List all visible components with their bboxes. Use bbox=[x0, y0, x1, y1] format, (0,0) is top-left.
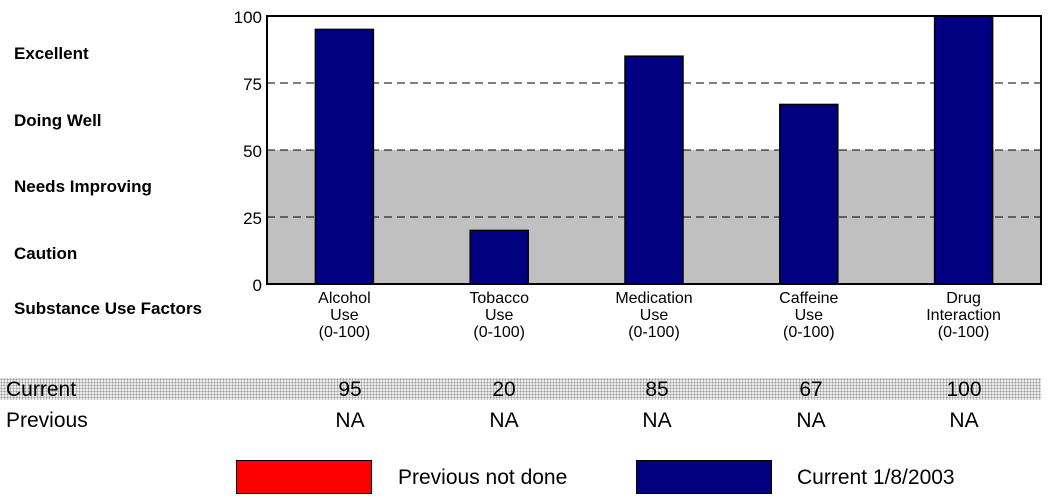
bar bbox=[933, 15, 994, 285]
current-value-tobacco: 20 bbox=[492, 378, 516, 401]
current-value-alcohol: 95 bbox=[338, 378, 362, 401]
previous-value-medication: NA bbox=[642, 409, 672, 432]
previous-value-alcohol: NA bbox=[335, 409, 365, 432]
y-tick-label: 75 bbox=[243, 75, 262, 94]
legend-previous-swatch bbox=[236, 460, 372, 494]
legend-current-swatch bbox=[636, 460, 772, 494]
legend-current-label: Current 1/8/2003 bbox=[797, 466, 955, 489]
x-tick-label: Medication bbox=[615, 290, 692, 307]
rating-label-needs-improving: Needs Improving bbox=[14, 177, 152, 196]
x-tick-label: Tobacco bbox=[469, 290, 529, 307]
chart: 0255075100AlcoholUse(0-100)TobaccoUse(0-… bbox=[234, 8, 1042, 341]
x-tick-label: Use bbox=[330, 307, 359, 324]
current-value-drug: 100 bbox=[946, 378, 982, 401]
y-tick-label: 0 bbox=[253, 276, 262, 295]
x-tick-label: Alcohol bbox=[318, 290, 370, 307]
bar bbox=[314, 28, 375, 285]
y-tick-label: 25 bbox=[243, 209, 262, 228]
x-axis-label: Substance Use Factors bbox=[14, 299, 203, 318]
rating-label-excellent: Excellent bbox=[14, 44, 89, 63]
current-row-band bbox=[0, 378, 1041, 400]
x-tick-label: Interaction bbox=[926, 307, 1001, 324]
x-tick-label: (0-100) bbox=[783, 324, 835, 341]
previous-value-drug: NA bbox=[949, 409, 979, 432]
x-tick-label: Use bbox=[795, 307, 824, 324]
previous-row-label: Previous bbox=[6, 409, 88, 432]
x-tick-label: Use bbox=[640, 307, 669, 324]
bar bbox=[779, 103, 839, 285]
current-value-caffeine: 67 bbox=[799, 378, 823, 401]
legend-previous-label: Previous not done bbox=[398, 466, 568, 489]
x-tick-label: Use bbox=[485, 307, 514, 324]
current-row-label: Current bbox=[6, 378, 77, 401]
previous-value-tobacco: NA bbox=[489, 409, 519, 432]
current-value-medication: 85 bbox=[645, 378, 669, 401]
y-tick-label: 100 bbox=[234, 8, 262, 27]
x-tick-label: Caffeine bbox=[779, 290, 838, 307]
y-tick-label: 50 bbox=[243, 142, 262, 161]
bar bbox=[469, 229, 529, 285]
bar bbox=[624, 55, 684, 285]
rating-label-doing-well: Doing Well bbox=[14, 111, 102, 130]
rating-label-caution: Caution bbox=[14, 244, 78, 263]
x-tick-label: (0-100) bbox=[938, 324, 990, 341]
x-tick-label: (0-100) bbox=[319, 324, 371, 341]
x-tick-label: (0-100) bbox=[628, 324, 680, 341]
x-tick-label: (0-100) bbox=[473, 324, 525, 341]
previous-value-caffeine: NA bbox=[796, 409, 826, 432]
plot-frame bbox=[266, 15, 1042, 285]
x-tick-label: Drug bbox=[946, 290, 981, 307]
